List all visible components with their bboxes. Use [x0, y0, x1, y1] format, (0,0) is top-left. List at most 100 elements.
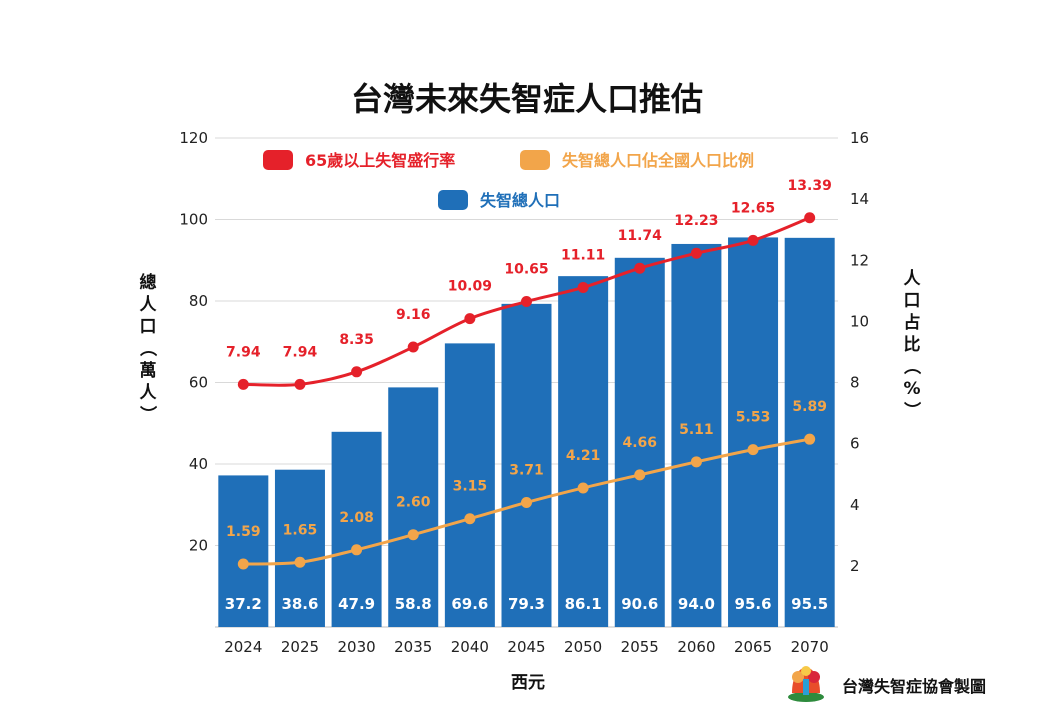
- ylabel-char: （: [137, 340, 158, 357]
- chart-title: 台灣未來失智症人口推估: [351, 80, 703, 118]
- prevalence-point: [747, 234, 759, 246]
- share-value-label: 5.11: [679, 422, 714, 438]
- y2label-char: 比: [904, 334, 921, 355]
- x-tick-label: 2070: [791, 638, 829, 656]
- bar-value-label: 86.1: [565, 595, 602, 613]
- share-point: [294, 556, 306, 568]
- bar: [331, 431, 382, 627]
- ylabel-char: 總: [140, 272, 157, 293]
- bar: [444, 343, 495, 627]
- right-tick-label: 12: [850, 251, 869, 269]
- left-tick-label: 80: [189, 292, 208, 310]
- share-value-label: 1.65: [283, 522, 318, 538]
- right-tick-label: 16: [850, 129, 869, 147]
- legend-label: 失智總人口佔全國人口比例: [562, 151, 754, 170]
- share-point: [237, 558, 249, 570]
- x-tick-label: 2060: [677, 638, 715, 656]
- association-logo: [788, 666, 824, 702]
- prevalence-value-label: 7.94: [283, 344, 318, 360]
- bar: [671, 243, 722, 627]
- ylabel-char: 人: [140, 295, 158, 315]
- prevalence-point: [521, 296, 532, 308]
- legend-swatch: [438, 190, 468, 210]
- share-value-label: 4.21: [566, 448, 601, 464]
- legend-swatch: [520, 150, 550, 170]
- bar-value-label: 90.6: [621, 595, 658, 613]
- x-tick-label: 2045: [507, 638, 545, 656]
- prevalence-point: [804, 212, 816, 224]
- bar-series: [218, 237, 835, 627]
- ylabel-char: 萬: [140, 360, 157, 381]
- share-point: [747, 444, 759, 456]
- left-tick-label: 120: [179, 129, 208, 147]
- bar-value-label: 79.3: [508, 595, 545, 613]
- prevalence-value-label: 12.65: [731, 200, 775, 216]
- right-tick-label: 6: [850, 435, 860, 453]
- bar-value-label: 58.8: [395, 595, 432, 613]
- prevalence-point: [464, 313, 476, 325]
- bar: [218, 475, 269, 627]
- prevalence-value-label: 13.39: [788, 178, 832, 194]
- x-tick-label: 2024: [224, 638, 262, 656]
- legend-label: 65歲以上失智盛行率: [305, 151, 455, 170]
- line-data-labels: 7.94 7.94 8.35 9.16 10.09 10.65 11.11 11.74 12.2…: [226, 178, 832, 540]
- prevalence-point: [577, 281, 589, 293]
- prevalence-value-label: 9.16: [396, 307, 431, 323]
- right-tick-label: 4: [850, 496, 860, 514]
- prevalence-point: [294, 378, 306, 390]
- legend-swatch: [263, 150, 293, 170]
- left-tick-label: 20: [189, 537, 208, 555]
- bar: [784, 237, 835, 627]
- bar-value-label: 38.6: [281, 595, 318, 613]
- right-tick-label: 8: [850, 374, 860, 392]
- credit-text: 台灣失智症協會製圖: [842, 677, 986, 696]
- bar: [558, 276, 609, 627]
- share-value-label: 3.71: [509, 462, 544, 478]
- prevalence-point: [407, 341, 419, 353]
- bar: [501, 303, 552, 627]
- bar-value-label: 69.6: [451, 595, 488, 613]
- share-value-label: 3.15: [453, 479, 488, 495]
- right-tick-label: 10: [850, 312, 869, 330]
- share-value-label: 4.66: [622, 435, 657, 451]
- bar-value-label: 95.6: [735, 595, 772, 613]
- share-point: [577, 482, 589, 494]
- bar-value-label: 95.5: [791, 595, 828, 613]
- share-point: [690, 456, 702, 468]
- left-axis-label: 總人口（萬人）: [137, 272, 158, 423]
- bar: [388, 387, 439, 627]
- ylabel-char: ）: [137, 406, 158, 423]
- share-point: [521, 496, 532, 508]
- prevalence-value-label: 10.09: [448, 279, 492, 295]
- prevalence-value-label: 11.11: [561, 247, 605, 263]
- prevalence-point: [351, 366, 363, 378]
- x-axis-label: 西元: [511, 673, 545, 693]
- prevalence-value-label: 12.23: [674, 213, 718, 229]
- bar: [614, 257, 665, 627]
- y2label-char: %: [903, 379, 920, 399]
- bar-data-labels: 37.2 38.6 47.9 58.8 69.6 79.3 86.1 90.6 94.0 95.6…: [225, 595, 828, 613]
- share-value-label: 2.08: [339, 510, 374, 526]
- share-point: [464, 513, 476, 525]
- right-tick-label: 14: [850, 190, 869, 208]
- share-value-label: 1.59: [226, 524, 261, 540]
- x-tick-label: 2025: [281, 638, 319, 656]
- prevalence-value-label: 10.65: [504, 262, 548, 278]
- y2label-char: ）: [901, 402, 922, 419]
- x-axis-ticks: 2024 2025 2030 2035 2040 2045 2050 2055 2060 2065…: [224, 638, 829, 656]
- bar-value-label: 37.2: [225, 595, 262, 613]
- left-tick-label: 60: [189, 374, 208, 392]
- share-point: [634, 469, 646, 481]
- y2label-char: 口: [904, 291, 921, 311]
- y2label-char: （: [901, 358, 922, 375]
- y2label-char: 占: [904, 312, 921, 333]
- x-tick-label: 2040: [451, 638, 489, 656]
- prevalence-value-label: 8.35: [339, 332, 374, 348]
- share-point: [804, 433, 816, 445]
- share-value-label: 5.53: [736, 410, 771, 426]
- share-value-label: 5.89: [792, 399, 827, 415]
- prevalence-value-label: 7.94: [226, 344, 261, 360]
- left-axis-ticks: 20 40 60 80 100 120: [179, 129, 208, 555]
- x-tick-label: 2055: [621, 638, 659, 656]
